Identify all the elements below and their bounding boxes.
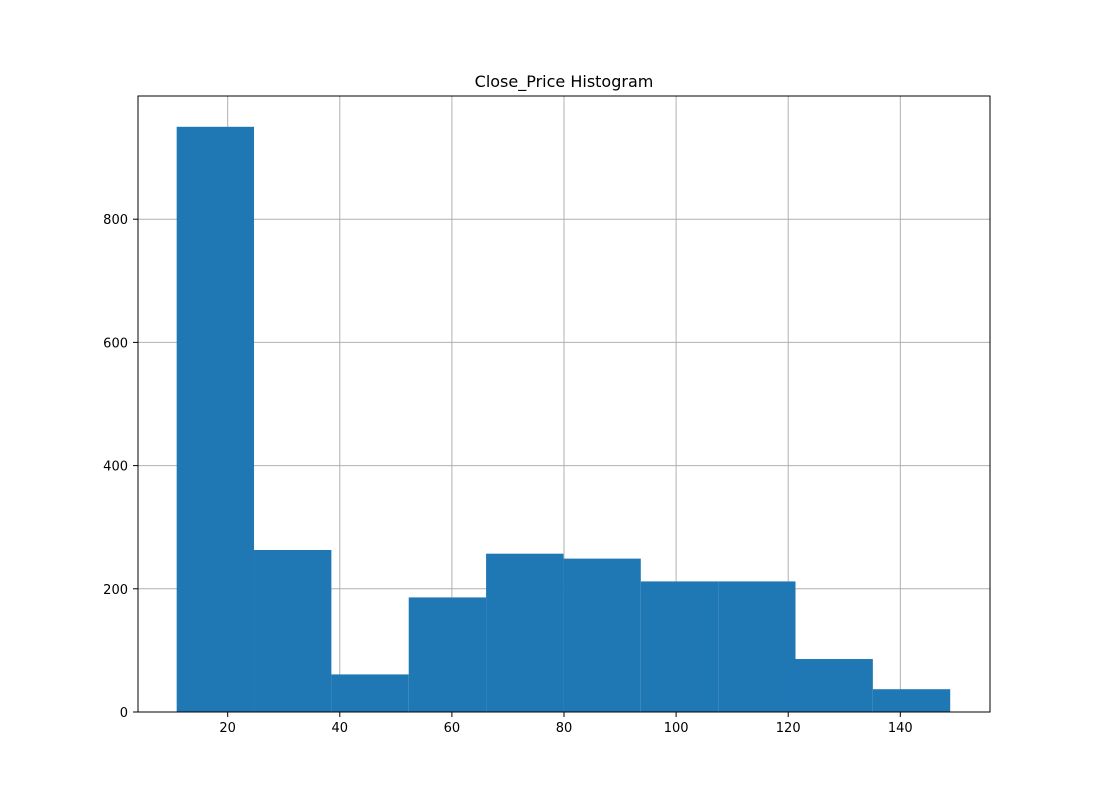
y-tick-label-3: 600 — [103, 336, 128, 351]
x-tick-label-1: 40 — [332, 721, 349, 736]
axis-ticks: 20 40 60 80 100 120 140 0 200 400 600 800 — [103, 213, 913, 736]
histogram-bars — [176, 126, 951, 713]
histogram-bar-9 — [872, 689, 951, 712]
y-tick-label-1: 200 — [103, 583, 128, 598]
histogram-bar-0 — [176, 126, 255, 713]
y-tick-label-4: 800 — [103, 213, 128, 228]
x-tick-label-4: 100 — [664, 721, 689, 736]
histogram-bar-1 — [254, 549, 332, 712]
histogram-bar-8 — [795, 659, 873, 712]
x-tick-label-5: 120 — [776, 721, 801, 736]
y-tick-label-2: 400 — [103, 460, 128, 475]
histogram-bar-2 — [331, 674, 409, 712]
histogram-bar-5 — [563, 558, 641, 712]
x-tick-label-0: 20 — [219, 721, 236, 736]
x-tick-label-6: 140 — [888, 721, 913, 736]
histogram-bar-6 — [640, 581, 719, 712]
histogram-bar-7 — [718, 581, 796, 712]
x-tick-label-2: 60 — [444, 721, 461, 736]
y-tick-label-0: 0 — [120, 706, 128, 721]
chart-title: Close_Price Histogram — [475, 72, 654, 92]
histogram-bar-4 — [486, 553, 564, 712]
x-tick-label-3: 80 — [556, 721, 573, 736]
histogram-bar-3 — [408, 597, 487, 712]
